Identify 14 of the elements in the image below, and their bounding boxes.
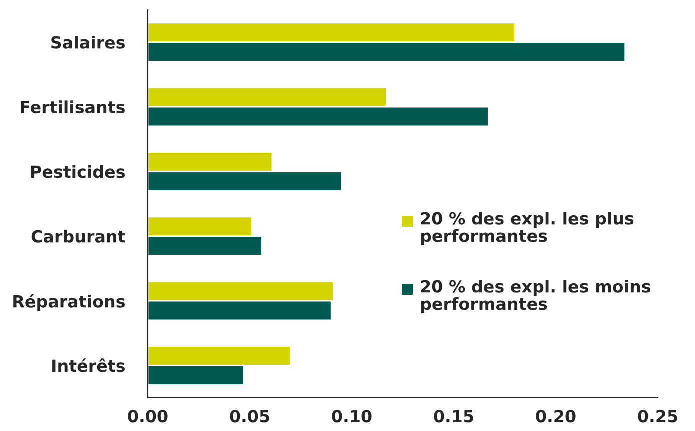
- y-tick-label: Pesticides: [31, 165, 125, 178]
- y-tick-label: Fertilisants: [21, 100, 125, 114]
- y-tick-label: Intérêts: [52, 358, 125, 372]
- y-tick-label: Salaires: [52, 36, 125, 49]
- x-tick-label: 0.20: [536, 410, 576, 423]
- legend-label: 20 % des expl. les moins performantes: [421, 280, 651, 314]
- x-tick-label: 0.05: [230, 410, 270, 423]
- x-tick-label: 0.10: [332, 410, 372, 423]
- x-tick-label: 0.15: [434, 410, 474, 423]
- legend-label: 20 % des expl. les plus performantes: [421, 212, 634, 246]
- y-tick-label: Réparations: [14, 294, 125, 312]
- x-tick-label: 0.00: [128, 410, 168, 423]
- y-tick-label: Carburant: [32, 230, 126, 243]
- x-tick-label: 0.25: [638, 410, 678, 423]
